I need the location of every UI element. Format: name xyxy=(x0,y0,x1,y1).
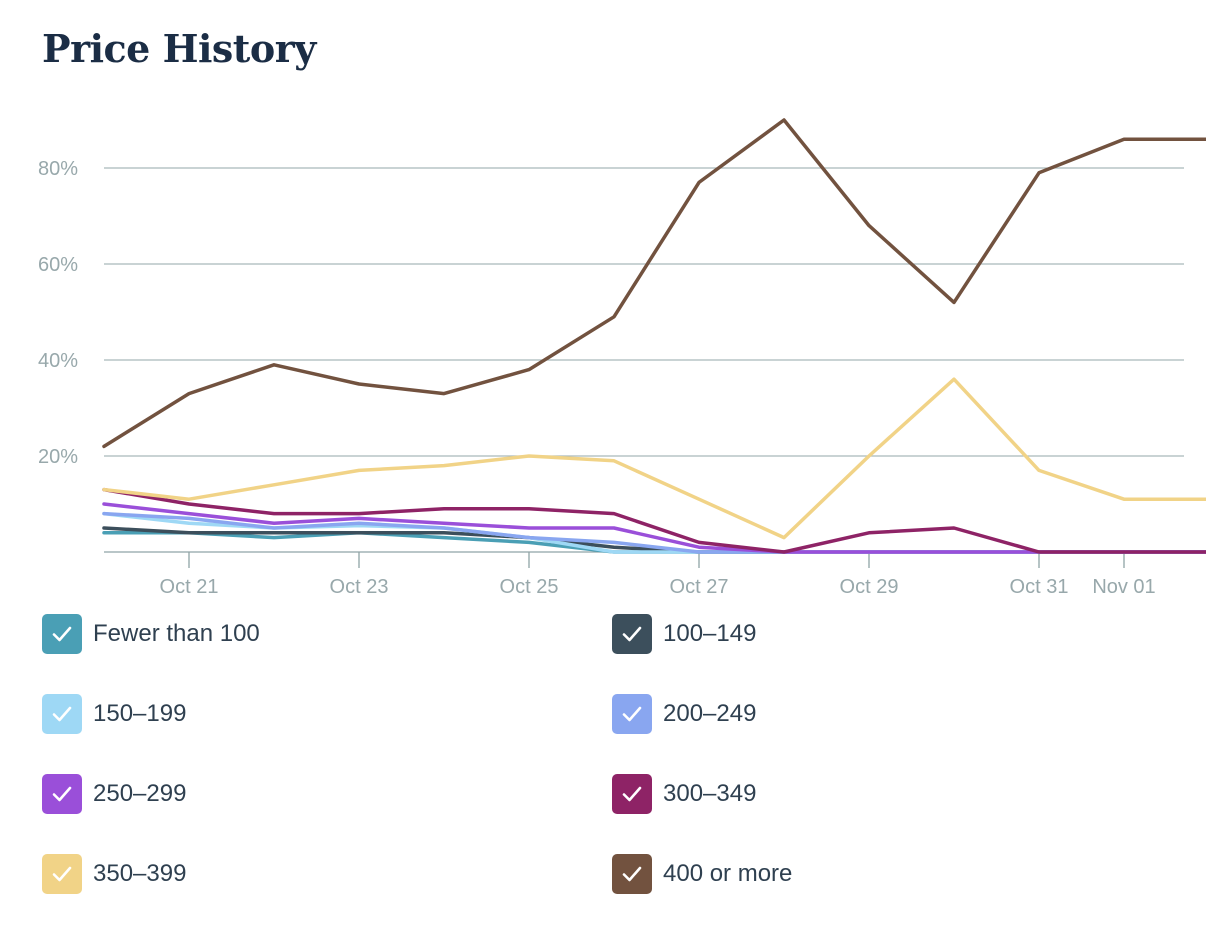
x-axis-ticks: Oct 21 Oct 23 Oct 25 Oct 27 Oct 29 Oct 31 Nov … xyxy=(160,552,1156,598)
legend-label: Fewer than 100 xyxy=(93,620,260,647)
series-line xyxy=(102,502,1206,554)
x-tick-label: Oct 21 xyxy=(160,576,219,598)
x-tick-label: Nov 01 xyxy=(1092,576,1155,598)
legend-label: 250–299 xyxy=(93,780,187,807)
legend-label: 200–249 xyxy=(663,700,757,727)
legend-label: 150–199 xyxy=(93,700,187,727)
legend-item-100-149[interactable]: 100–149 xyxy=(612,614,756,654)
legend-item-350-399[interactable]: 350–399 xyxy=(42,854,186,894)
y-tick-label: 20% xyxy=(38,446,78,468)
legend-label: 350–399 xyxy=(93,860,187,887)
legend-label: 400 or more xyxy=(663,860,793,887)
y-tick-label: 80% xyxy=(38,158,78,180)
y-tick-label: 40% xyxy=(38,350,78,372)
legend-item-200-249[interactable]: 200–249 xyxy=(612,694,756,734)
legend-checkbox[interactable] xyxy=(612,774,652,814)
check-icon xyxy=(622,786,642,802)
legend-checkbox[interactable] xyxy=(42,774,82,814)
check-icon xyxy=(52,706,72,722)
y-tick-label: 60% xyxy=(38,254,78,276)
x-tick-label: Oct 25 xyxy=(500,576,559,598)
legend-item-250-299[interactable]: 250–299 xyxy=(42,774,186,814)
x-tick-label: Oct 29 xyxy=(840,576,899,598)
check-icon xyxy=(52,626,72,642)
series-line xyxy=(102,118,1206,449)
legend-checkbox[interactable] xyxy=(42,614,82,654)
chart-title: Price History xyxy=(42,26,316,71)
check-icon xyxy=(622,626,642,642)
legend-checkbox[interactable] xyxy=(612,614,652,654)
legend-checkbox[interactable] xyxy=(612,694,652,734)
y-axis-labels: 20% 40% 60% 80% xyxy=(38,158,78,468)
legend-label: 300–349 xyxy=(663,780,757,807)
check-icon xyxy=(52,866,72,882)
series-lines xyxy=(102,118,1206,554)
x-tick-label: Oct 31 xyxy=(1010,576,1069,598)
legend-checkbox[interactable] xyxy=(42,694,82,734)
series-line xyxy=(102,377,1206,540)
series-line xyxy=(102,487,1206,554)
check-icon xyxy=(622,706,642,722)
legend-label: 100–149 xyxy=(663,620,757,647)
legend-item-400-or-more[interactable]: 400 or more xyxy=(612,854,792,894)
legend-item-300-349[interactable]: 300–349 xyxy=(612,774,756,814)
legend-checkbox[interactable] xyxy=(42,854,82,894)
check-icon xyxy=(622,866,642,882)
check-icon xyxy=(52,786,72,802)
line-chart: 20%40%60%80% Oct 21 Oct 23 Oct 25 Oct 27 Oct… xyxy=(38,118,1206,598)
legend-item-150-199[interactable]: 150–199 xyxy=(42,694,186,734)
x-tick-label: Oct 23 xyxy=(330,576,389,598)
legend-checkbox[interactable] xyxy=(612,854,652,894)
legend-item-fewer-than-100[interactable]: Fewer than 100 xyxy=(42,614,260,654)
gridlines xyxy=(104,167,1184,457)
x-tick-label: Oct 27 xyxy=(670,576,729,598)
